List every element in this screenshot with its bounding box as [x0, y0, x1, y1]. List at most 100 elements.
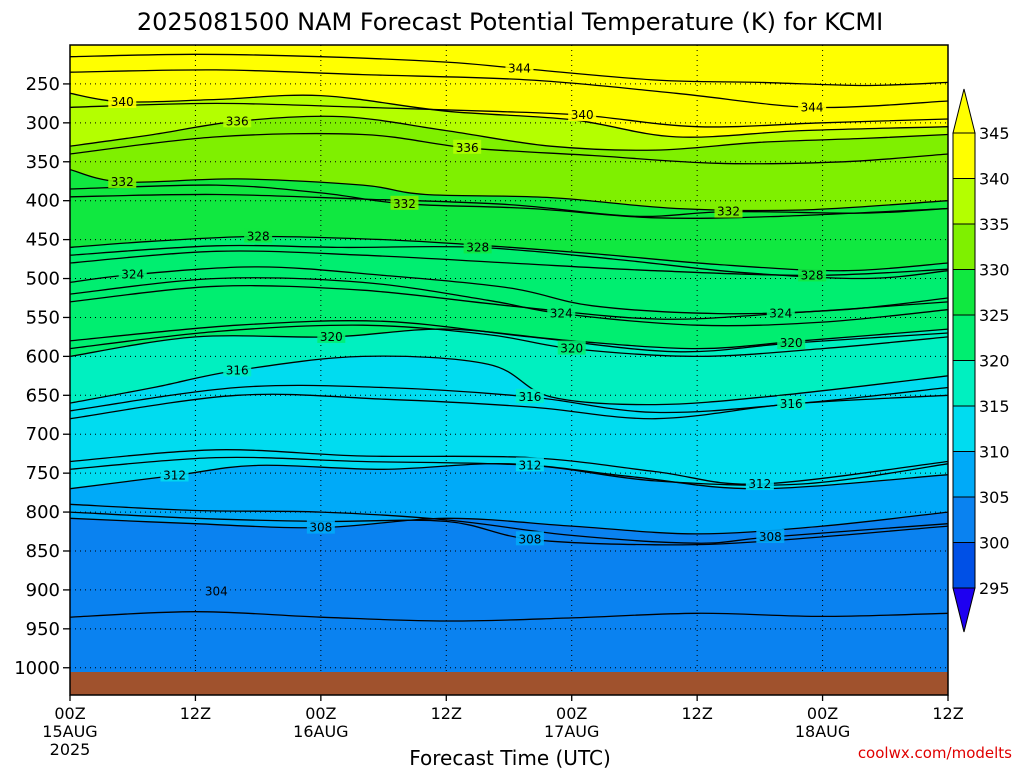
contour-label-336: 336 — [456, 141, 479, 155]
colorbar-swatch-305 — [952, 451, 976, 498]
colorbar-label-305: 305 — [979, 488, 1010, 507]
colorbar-swatch-315 — [952, 360, 976, 407]
contour-label-328: 328 — [801, 268, 824, 282]
colorbar-label-340: 340 — [979, 170, 1010, 189]
y-tick-label-700: 700 — [26, 424, 60, 445]
contour-label-304: 304 — [205, 584, 228, 598]
contour-label-324: 324 — [121, 268, 144, 282]
x-tick-label-48: 00Z — [556, 704, 587, 723]
x-axis-label: Forecast Time (UTC) — [409, 746, 611, 768]
plot-frame — [69, 44, 949, 696]
contour-label-316: 316 — [226, 363, 249, 377]
contour-label-332: 332 — [111, 175, 134, 189]
contour-label-bg — [777, 395, 806, 410]
contour-label-bg — [756, 528, 785, 543]
y-tick-label-1000: 1000 — [14, 658, 60, 679]
colorbar-label-310: 310 — [979, 443, 1010, 462]
contour-label-316: 316 — [780, 397, 803, 411]
y-tick-label-600: 600 — [26, 346, 60, 367]
contour-label-308: 308 — [759, 530, 782, 544]
y-tick-label-850: 850 — [26, 541, 60, 562]
y-tick-label-400: 400 — [26, 191, 60, 212]
y-tick-label-550: 550 — [26, 307, 60, 328]
contour-label-bg — [244, 228, 273, 243]
contour-label-332: 332 — [393, 197, 416, 211]
x-tick-label-0: 00Z — [54, 704, 85, 723]
x-tick-label-72: 00Z — [807, 704, 838, 723]
x-tick-year: 2025 — [50, 740, 91, 759]
contour-label-320: 320 — [320, 330, 343, 344]
contour-label-344: 344 — [508, 61, 531, 75]
colorbar-swatch-340 — [952, 132, 976, 179]
contour-label-336: 336 — [226, 114, 249, 128]
colorbar-label-325: 325 — [979, 306, 1010, 325]
ground-surface — [70, 672, 948, 695]
contour-label-bg — [306, 519, 335, 534]
contour-label-bg — [505, 60, 534, 75]
contour-336 — [70, 132, 948, 165]
chart-title: 2025081500 NAM Forecast Potential Temper… — [137, 8, 883, 36]
contour-label-344: 344 — [801, 100, 824, 114]
contour-320 — [70, 324, 948, 358]
contour-label-bg — [547, 305, 576, 320]
colorbar-swatch-330 — [952, 223, 976, 270]
colorbar-label-345: 345 — [979, 124, 1010, 143]
contour-label-bg — [317, 328, 346, 343]
contour-label-312: 312 — [518, 458, 541, 472]
contour-label-bg — [160, 467, 189, 482]
contour-label-312: 312 — [748, 477, 771, 491]
contour-label-bg — [390, 195, 419, 210]
contour-label-bg — [118, 266, 147, 281]
contour-label-bg — [568, 107, 597, 122]
x-tick-label-12: 12Z — [180, 704, 211, 723]
contour-label-320: 320 — [560, 342, 583, 356]
x-tick-date-48: 17AUG — [544, 722, 599, 741]
x-tick-label-24: 00Z — [305, 704, 336, 723]
contour-label-bg — [453, 139, 482, 154]
y-tick-label-250: 250 — [26, 74, 60, 95]
y-tick-label-800: 800 — [26, 502, 60, 523]
contour-label-bg — [798, 267, 827, 282]
contour-324 — [70, 277, 948, 327]
x-tick-date-24: 16AUG — [293, 722, 348, 741]
contour-label-328: 328 — [247, 229, 270, 243]
y-tick-label-650: 650 — [26, 385, 60, 406]
y-tick-label-950: 950 — [26, 619, 60, 640]
contour-label-340: 340 — [111, 95, 134, 109]
colorbar-legend: 295 300 305 310 315 320 325 330 335 340 345 — [952, 88, 1010, 633]
x-tick-label-84: 12Z — [932, 704, 963, 723]
contour-label-bg — [515, 388, 544, 403]
x-tick-label-36: 12Z — [431, 704, 462, 723]
contour-340 — [70, 92, 948, 138]
contour-label-bg — [223, 362, 252, 377]
contour-label-328: 328 — [466, 240, 489, 254]
contour-label-bg — [108, 174, 137, 189]
colorbar-swatch-325 — [952, 269, 976, 316]
colorbar-swatch-300 — [952, 496, 976, 543]
colorbar-label-295: 295 — [979, 579, 1010, 598]
contour-label-340: 340 — [571, 108, 594, 122]
contour-label-bg — [202, 583, 231, 598]
contour-label-bg — [108, 93, 137, 108]
y-tick-label-750: 750 — [26, 463, 60, 484]
colorbar-label-320: 320 — [979, 352, 1010, 371]
contour-label-320: 320 — [780, 336, 803, 350]
contour-332 — [70, 168, 948, 212]
contour-label-bg — [777, 335, 806, 350]
contour-label-bg — [766, 305, 795, 320]
contour-label-bg — [463, 239, 492, 254]
colorbar-label-330: 330 — [979, 261, 1010, 280]
plot-area: 304 308 308 308 312 312 312 316 316 316 320 320 320 3… — [70, 45, 948, 695]
contour-label-bg — [745, 476, 774, 491]
colorbar-swatch-310 — [952, 405, 976, 452]
contour-336 — [70, 115, 948, 151]
colorbar-label-315: 315 — [979, 397, 1010, 416]
contour-label-bg — [798, 99, 827, 114]
contour-label-308: 308 — [309, 521, 332, 535]
contour-label-bg — [223, 113, 252, 128]
contour-label-bg — [557, 340, 586, 355]
y-tick-label-450: 450 — [26, 230, 60, 251]
credit-text: coolwx.com/modelts — [858, 744, 1012, 762]
colorbar-swatch-295 — [952, 542, 976, 589]
